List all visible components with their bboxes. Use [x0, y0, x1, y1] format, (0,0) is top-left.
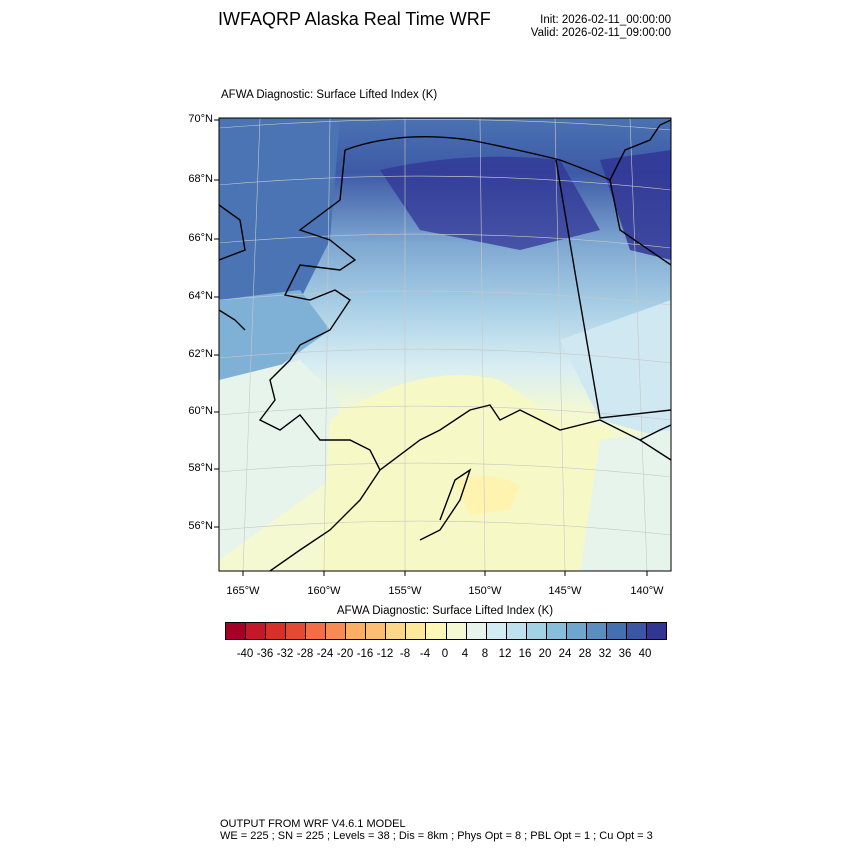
- lon-tick-label: 165°W: [226, 585, 260, 597]
- colorbar-label: 16: [518, 648, 532, 660]
- colorbar-label: -20: [336, 648, 354, 660]
- init-time: Init: 2026-02-11_00:00:00: [540, 14, 671, 26]
- plot-subtitle: AFWA Diagnostic: Surface Lifted Index (K…: [221, 89, 438, 101]
- lat-tick-label: 58°N: [188, 462, 213, 474]
- lat-tick-label: 62°N: [188, 348, 213, 360]
- colorbar-swatch: [446, 623, 467, 639]
- colorbar-label: 20: [538, 648, 552, 660]
- colorbar-label: 8: [481, 648, 489, 660]
- figure-title: IWFAQRP Alaska Real Time WRF: [218, 9, 491, 29]
- lat-tick-label: 70°N: [188, 113, 213, 125]
- axis-ticks: [214, 119, 648, 576]
- lat-tick-label: 66°N: [188, 232, 213, 244]
- colorbar-label: 40: [638, 648, 652, 660]
- colorbar-swatch: [526, 623, 547, 639]
- colorbar-swatch: [426, 623, 447, 639]
- colorbar-swatch: [226, 623, 247, 639]
- colorbar-swatch: [286, 623, 307, 639]
- lat-tick-label: 60°N: [188, 405, 213, 417]
- colorbar-swatch: [326, 623, 347, 639]
- colorbar-label: 32: [598, 648, 612, 660]
- colorbar: [225, 622, 667, 640]
- lon-tick-label: 160°W: [307, 585, 341, 597]
- colorbar-label: -36: [256, 648, 274, 660]
- lon-tick-label: 145°W: [548, 585, 582, 597]
- colorbar-swatch: [606, 623, 627, 639]
- colorbar-label: 28: [578, 648, 592, 660]
- lon-tick-label: 140°W: [630, 585, 664, 597]
- lat-tick-label: 64°N: [188, 290, 213, 302]
- colorbar-swatch: [366, 623, 387, 639]
- colorbar-label: -12: [376, 648, 394, 660]
- colorbar-swatch: [246, 623, 267, 639]
- colorbar-label: 36: [618, 648, 632, 660]
- colorbar-label: 12: [498, 648, 512, 660]
- colorbar-title: AFWA Diagnostic: Surface Lifted Index (K…: [336, 605, 554, 617]
- colorbar-swatch: [486, 623, 507, 639]
- colorbar-label: 4: [461, 648, 469, 660]
- map-frame: [218, 117, 672, 572]
- bering-sea-region: [219, 118, 340, 330]
- colorbar-label: 24: [558, 648, 572, 660]
- lon-tick-label: 155°W: [388, 585, 422, 597]
- colorbar-label: -16: [356, 648, 374, 660]
- colorbar-swatch: [346, 623, 367, 639]
- valid-time: Valid: 2026-02-11_09:00:00: [530, 27, 671, 39]
- colorbar-label: -32: [276, 648, 294, 660]
- lifted-index-field: [219, 118, 671, 571]
- lon-tick-label: 150°W: [468, 585, 502, 597]
- colorbar-swatch: [566, 623, 587, 639]
- colorbar-label: -24: [316, 648, 334, 660]
- colorbar-swatch: [586, 623, 607, 639]
- lat-tick-label: 56°N: [188, 520, 213, 532]
- colorbar-swatch: [546, 623, 567, 639]
- colorbar-swatch: [626, 623, 647, 639]
- colorbar-swatch: [306, 623, 327, 639]
- graticule: [219, 118, 671, 571]
- colorbar-label: -28: [296, 648, 314, 660]
- colorbar-label: 0: [441, 648, 449, 660]
- footer-settings: WE = 225 ; SN = 225 ; Levels = 38 ; Dis …: [220, 830, 653, 842]
- colorbar-swatch: [406, 623, 427, 639]
- colorbar-swatch: [506, 623, 527, 639]
- colorbar-swatch: [646, 623, 667, 639]
- colorbar-swatch: [266, 623, 287, 639]
- colorbar-swatch: [386, 623, 407, 639]
- lat-tick-label: 68°N: [188, 173, 213, 185]
- colorbar-swatch: [466, 623, 487, 639]
- footer-model: OUTPUT FROM WRF V4.6.1 MODEL: [220, 818, 406, 830]
- colorbar-label: -4: [419, 648, 431, 660]
- colorbar-label: -8: [399, 648, 411, 660]
- colorbar-label: -40: [236, 648, 254, 660]
- coastline: [219, 119, 671, 571]
